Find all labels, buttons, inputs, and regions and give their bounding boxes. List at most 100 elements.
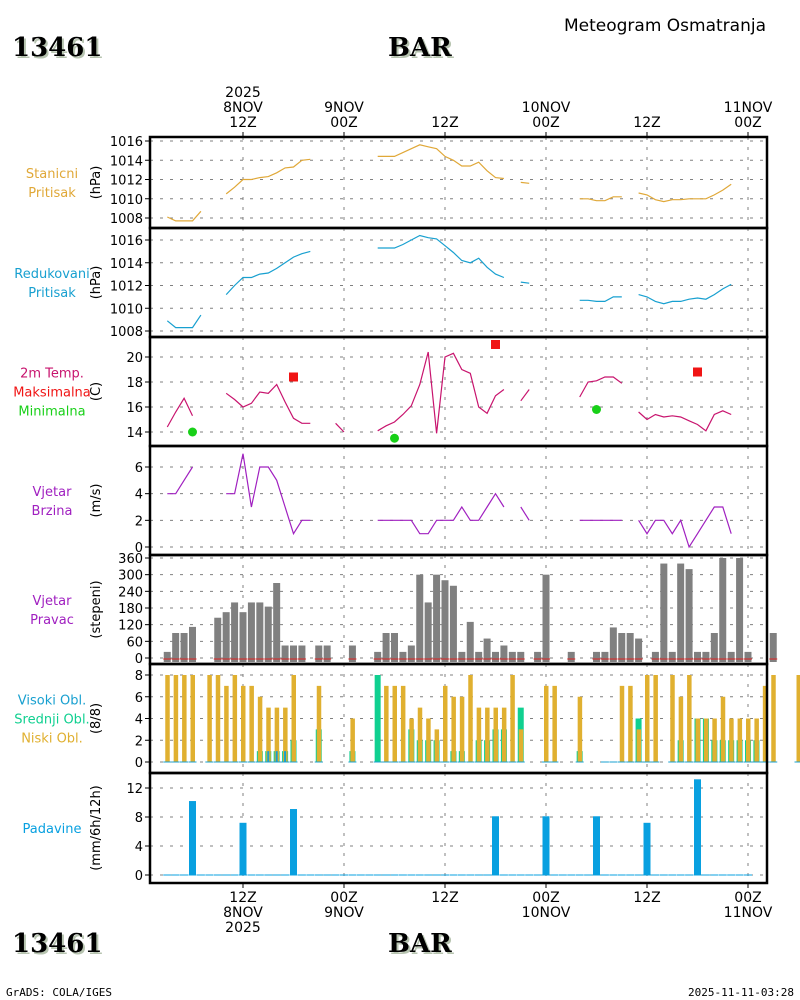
top-x-tick-label: 11NOV (724, 100, 773, 116)
series-line-temperature (225, 383, 311, 424)
bottom-x-tick-label: 00Z (734, 890, 761, 906)
cloud-low-bar (746, 718, 751, 762)
cloud-low-bar (754, 718, 759, 762)
cloud-low-bar (417, 707, 423, 762)
cloud-low-bar (670, 675, 675, 762)
panel-legend-label: Redukovani (14, 267, 89, 282)
y-tick-label: 120 (118, 619, 143, 634)
cloud-low-bar (678, 696, 684, 762)
cloud-low-bar (712, 718, 717, 762)
wind-dir-bar (719, 558, 727, 662)
panel-legend-label: Pritisak (28, 286, 76, 301)
wind-dir-bar (466, 621, 474, 662)
wind-dir-bar (433, 574, 441, 662)
wind-dir-bar (609, 627, 617, 662)
bottom-x-tick-label: 9NOV (324, 905, 364, 921)
cloud-low-bar (384, 685, 389, 762)
wind-dir-bar (668, 651, 676, 662)
grads-credit: GrADS: COLA/IGES (6, 986, 112, 999)
top-x-tick-label: 00Z (734, 115, 761, 131)
y-axis-label: (m/s) (89, 484, 104, 518)
y-tick-label: 4 (135, 488, 143, 503)
bottom-x-tick-label: 12Z (431, 890, 458, 906)
wind-dir-bar (172, 633, 180, 662)
y-tick-label: 1010 (110, 193, 143, 208)
y-tick-label: 240 (118, 585, 143, 600)
y-axis-label: (mm/6h/12h) (89, 785, 104, 871)
wind-dir-bar (163, 651, 171, 662)
series-line-wind_speed (226, 453, 311, 536)
cloud-high-bar (267, 751, 270, 762)
wind-dir-bar (508, 651, 516, 662)
cloud-low-bar (291, 675, 296, 762)
cloud-low-bar (628, 685, 633, 762)
cloud-low-bar (771, 675, 776, 762)
wind-dir-bar (298, 645, 306, 662)
bottom-x-tick-label: 00Z (532, 890, 559, 906)
cloud-low-bar (737, 718, 743, 762)
y-tick-label: 12 (126, 782, 143, 797)
wind-dir-bar (441, 580, 449, 662)
cloud-low-bar (165, 675, 170, 762)
tmin-marker (188, 427, 197, 437)
cloud-low-bar (283, 707, 288, 762)
panel-clouds: 0 2 4 6 8 Visoki Obl. Srednji Obl. Niski Obl. (8… (14, 662, 800, 775)
cloud-low-bar (729, 718, 734, 762)
wind-dir-bar (348, 645, 356, 662)
cloud-low-bar (257, 696, 263, 762)
series-line-temperature (520, 389, 530, 402)
cloud-low-bar (207, 675, 212, 762)
panel-legend-label: Maksimalna (13, 386, 91, 401)
series-line-station_pressure (638, 183, 732, 203)
y-tick-label: 1016 (110, 135, 143, 150)
tmax-marker (491, 340, 500, 349)
cloud-low-bar (274, 707, 280, 762)
y-axis-label: (hPa) (89, 266, 104, 300)
top-x-tick-label: 9NOV (324, 100, 364, 116)
wind-dir-bar (601, 651, 609, 662)
precip-bar (593, 816, 600, 875)
cloud-mid-bar (374, 675, 381, 762)
cloud-low-bar (350, 718, 355, 762)
top-x-tick-label: 10NOV (522, 100, 571, 116)
series-line-wind_speed (638, 506, 732, 549)
top-x-tick-label: 00Z (330, 115, 357, 131)
series-line-station_pressure (520, 181, 530, 184)
wind-dir-bar (281, 645, 289, 662)
station-name: BAR (388, 33, 452, 63)
y-tick-label: 1012 (110, 280, 143, 295)
y-tick-label: 6 (135, 461, 143, 476)
wind-dir-bar (290, 645, 297, 662)
series-line-reduced_pressure (377, 234, 505, 279)
top-x-tick-label: 00Z (532, 115, 559, 131)
y-tick-label: 4 (135, 713, 143, 728)
y-tick-label: 1014 (110, 257, 143, 272)
panel-legend-label: Brzina (32, 504, 73, 519)
y-tick-label: 360 (118, 552, 143, 567)
station-name-shadow: BAR (390, 35, 454, 65)
panel-legend-label: Stanicni (26, 167, 78, 182)
cloud-low-bar (215, 675, 221, 762)
precip-bar (492, 816, 499, 875)
y-tick-label: 0 (135, 869, 143, 884)
bottom-x-tick-label: 12Z (229, 890, 256, 906)
tmin-marker (592, 405, 601, 414)
wind-dir-bar (593, 651, 600, 662)
cloud-low-bar (426, 718, 431, 762)
panel-legend-label: Pritisak (28, 186, 76, 201)
wind-dir-bar (458, 651, 466, 662)
y-tick-label: 300 (118, 569, 143, 584)
wind-dir-bar (694, 651, 701, 662)
cloud-low-bar (232, 675, 238, 762)
series-line-station_pressure (579, 196, 622, 202)
footer-station-name: BAR (388, 929, 452, 959)
cloud-low-bar (485, 707, 490, 762)
panel-reduced_pressure: 1008 1010 1012 1014 1016 Redukovani Pritisak (h… (14, 226, 769, 340)
wind-dir-bar (391, 633, 398, 662)
series-line-wind_speed (167, 466, 194, 495)
series-line-temperature (335, 422, 345, 433)
series-line-temperature (166, 397, 194, 428)
y-tick-label: 180 (118, 602, 143, 617)
